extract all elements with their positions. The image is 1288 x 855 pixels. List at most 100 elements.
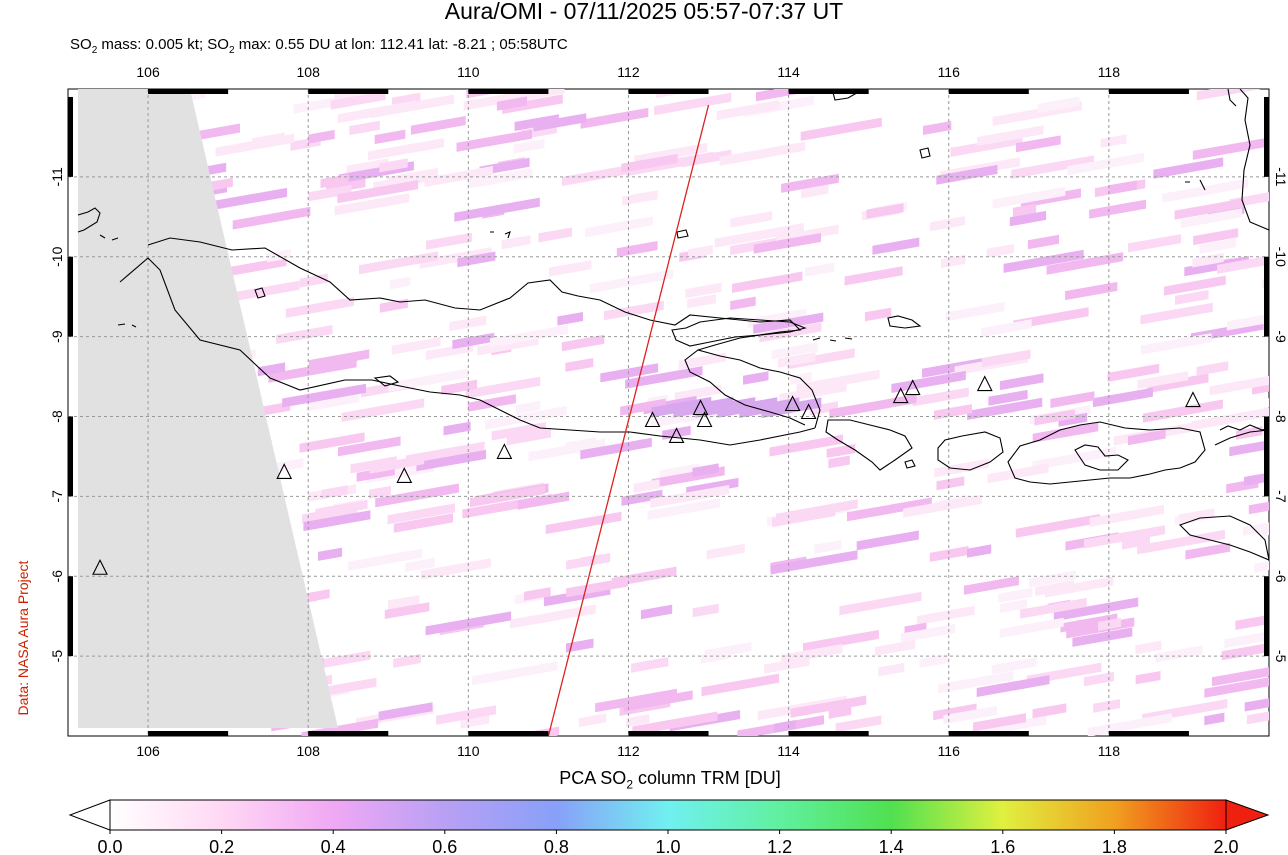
- swath-pixel: [1032, 422, 1099, 443]
- swath-pixel: [778, 352, 816, 368]
- swath-pixel: [640, 604, 673, 620]
- swath-pixel: [457, 251, 496, 268]
- swath-pixel: [1084, 525, 1165, 549]
- swath-pixel: [1098, 617, 1122, 631]
- swath-pixel: [1226, 313, 1269, 331]
- swath-pixel: [716, 100, 780, 121]
- swath-pixel: [472, 661, 558, 686]
- lat-tick-label-right: -9: [1273, 330, 1288, 343]
- swath-pixel: [1065, 281, 1118, 301]
- swath-pixel: [769, 434, 843, 457]
- swath-pixel: [981, 349, 1031, 368]
- swath-pixel: [1034, 409, 1076, 426]
- triangle-volcano-icon: [396, 467, 413, 483]
- swath-pixel: [732, 271, 803, 293]
- swath-pixel: [538, 227, 573, 243]
- swath-pixel: [346, 158, 389, 175]
- swath-pixel: [1037, 96, 1080, 113]
- swath-pixel: [375, 483, 459, 508]
- triangle-volcano-icon: [696, 411, 713, 428]
- swath-pixel: [623, 690, 693, 712]
- map-title: Aura/OMI - 07/11/2025 05:57-07:37 UT: [444, 0, 844, 24]
- swath-pixel: [566, 638, 594, 653]
- swath-pixel: [496, 96, 527, 111]
- lat-tick-label-right: -6: [1273, 570, 1288, 583]
- border-bar-left: [68, 576, 73, 657]
- swath-pixel: [844, 266, 903, 286]
- nusa-penida: [904, 459, 916, 469]
- small-islet-d: [1185, 179, 1206, 191]
- swath-pixel: [941, 254, 966, 269]
- swath-pixel: [321, 485, 348, 499]
- sulawesi-coast: [1239, 89, 1269, 231]
- swath-pixel: [393, 513, 453, 533]
- colorbar-tick-label: 1.0: [655, 837, 680, 855]
- swath-pixel: [369, 485, 391, 499]
- border-bar-left: [68, 416, 73, 497]
- swath-pixel: [348, 548, 423, 571]
- swath-pixel: [700, 649, 730, 664]
- swath-pixel: [631, 657, 669, 673]
- swath-pixel: [814, 540, 842, 554]
- swath-pixel: [1060, 613, 1118, 633]
- swath-pixel: [1209, 374, 1269, 396]
- swath-pixel: [561, 163, 638, 186]
- lon-tick-label-top: 106: [136, 64, 160, 80]
- swath-pixel: [770, 550, 858, 575]
- swath-pixel: [616, 241, 658, 258]
- swath-pixel: [864, 307, 892, 322]
- swath-pixel: [501, 235, 531, 250]
- lon-tick-label-top: 118: [1098, 64, 1121, 80]
- swath-pixel: [460, 714, 490, 729]
- lat-tick-label-left: -10: [49, 246, 65, 266]
- swath-pixel: [201, 187, 287, 212]
- swath-pixel: [622, 190, 658, 206]
- swath-pixel: [654, 92, 732, 116]
- swath-pixel: [393, 654, 421, 668]
- small-islet-f: [99, 234, 119, 241]
- swath-pixel: [388, 594, 420, 610]
- kalimantan-coast-ne: [1227, 89, 1237, 107]
- lat-tick-label-left: -6: [49, 570, 65, 583]
- kangean-islands: [887, 315, 922, 329]
- swath-pixel: [578, 713, 607, 728]
- colorbar-tick-label: 1.2: [767, 837, 792, 855]
- swath-pixel: [561, 334, 605, 352]
- swath-pixel: [308, 184, 352, 202]
- small-islet-h: [812, 337, 853, 342]
- colorbar-label: PCA SO2 column TRM [DU]: [559, 768, 781, 792]
- swath-pixel: [1067, 152, 1145, 176]
- colorbar: 0.0 0.2 0.4 0.6 0.8 1.0 1.2 1.4 1.6 1.8 2.0: [68, 799, 1270, 855]
- lon-tick-label-top: 116: [938, 64, 961, 80]
- swath-pixel: [580, 437, 652, 460]
- swath-pixel: [282, 383, 367, 408]
- swath-pixel: [1147, 373, 1209, 394]
- border-bar-bottom: [788, 731, 869, 736]
- swath-pixel: [1135, 671, 1161, 685]
- swath-pixel: [315, 499, 368, 518]
- swath-pixel: [706, 543, 745, 560]
- small-islet-a: [254, 287, 266, 299]
- swath-pixel: [1162, 178, 1248, 203]
- swath-pixel: [999, 373, 1044, 391]
- swath-pixel: [992, 186, 1066, 209]
- swath-pixel: [1107, 363, 1160, 382]
- border-bar-bottom: [1108, 731, 1189, 736]
- swath-pixel: [1089, 504, 1164, 527]
- swath-pixel: [1108, 180, 1137, 195]
- swath-pixel: [1236, 426, 1263, 440]
- swath-pixel: [692, 463, 719, 477]
- swath-pixel: [513, 138, 545, 154]
- sumbawa-bay: [1074, 444, 1129, 471]
- colorbar-high-arrow: [1225, 799, 1270, 831]
- colorbar-tick-label: 1.4: [879, 837, 904, 855]
- border-bar-top: [628, 89, 709, 94]
- swath-pixel: [303, 510, 371, 532]
- axis-ticks: 106 106 108 108 110 110 112 112 114 114 116 116 118 1…: [49, 64, 1288, 759]
- lat-tick-label-left: -9: [49, 330, 65, 343]
- swath-pixel: [1029, 570, 1076, 588]
- so2-max-pixel: [761, 397, 822, 419]
- swath-pixel: [943, 705, 998, 725]
- swath-pixel: [1012, 203, 1037, 217]
- swath-pixel: [1100, 134, 1127, 148]
